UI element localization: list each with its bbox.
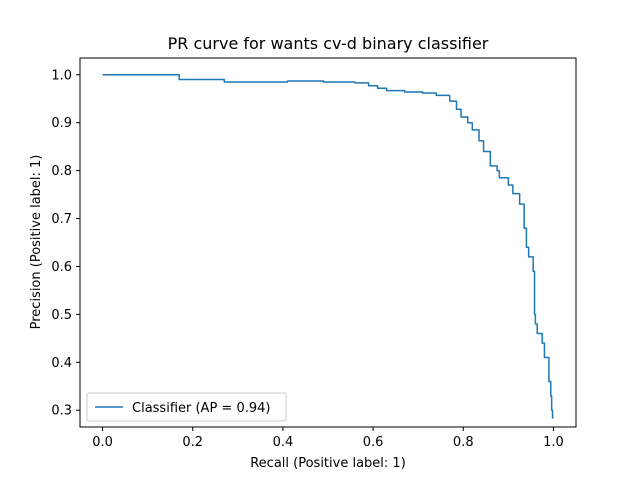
y-tick-label: 0.3 [51, 404, 72, 419]
series-line-classifier [102, 74, 554, 419]
chart-title: PR curve for wants cv-d binary classifie… [168, 34, 489, 53]
x-axis-ticks: 0.0 0.2 0.4 0.6 0.8 1.0 [92, 427, 564, 450]
x-tick-label: 0.2 [182, 435, 203, 450]
y-tick-label: 0.7 [51, 212, 72, 227]
series-group [102, 74, 554, 419]
plot-area [79, 57, 577, 428]
y-tick-label: 0.4 [51, 356, 72, 371]
y-tick-label: 1.0 [51, 68, 72, 83]
x-tick-label: 1.0 [543, 435, 564, 450]
y-axis-ticks: 0.3 0.4 0.5 0.6 0.7 0.8 0.9 1.0 [51, 68, 80, 419]
x-tick-label: 0.8 [453, 435, 474, 450]
y-tick-label: 0.6 [51, 260, 72, 275]
y-tick-label: 0.9 [51, 116, 72, 131]
y-axis-label: Precision (Positive label: 1) [29, 155, 44, 330]
y-tick-label: 0.5 [51, 308, 72, 323]
x-tick-label: 0.4 [273, 435, 294, 450]
legend-box [86, 392, 287, 422]
axes-frame [79, 57, 577, 428]
x-tick-label: 0.0 [92, 435, 113, 450]
legend-entry-classifier: Classifier (AP = 0.94) [132, 401, 270, 416]
x-axis-label: Recall (Positive label: 1) [250, 456, 406, 471]
legend: Classifier (AP = 0.94) [86, 392, 287, 422]
x-tick-label: 0.6 [363, 435, 384, 450]
y-tick-label: 0.8 [51, 164, 72, 179]
